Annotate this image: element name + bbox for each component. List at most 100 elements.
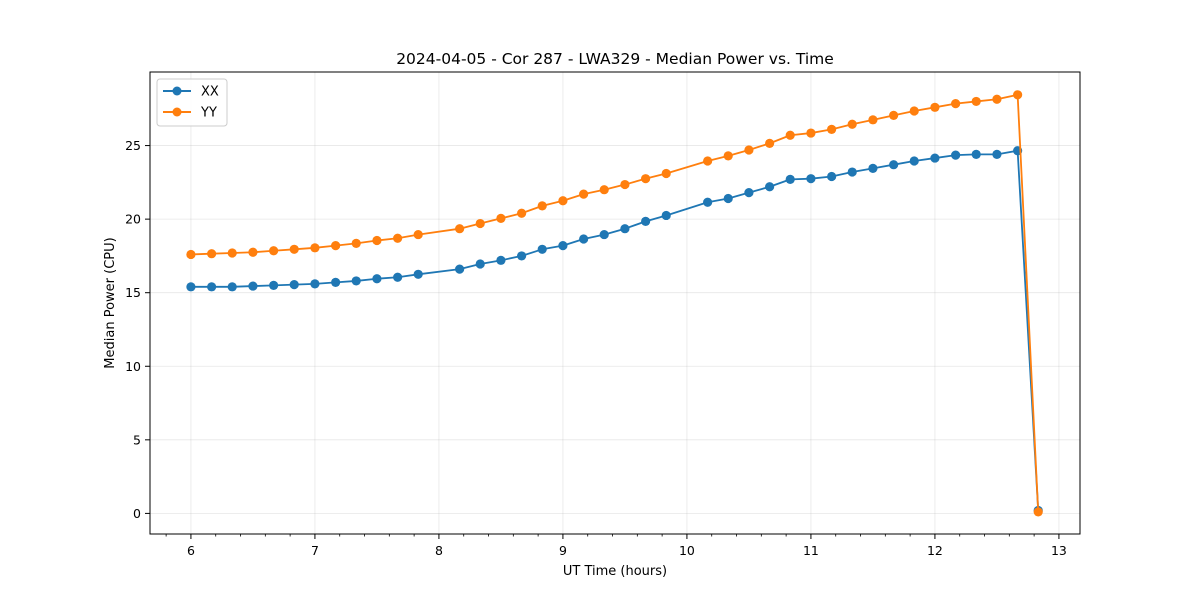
y-tick-label: 25 <box>125 138 141 153</box>
data-point-xx <box>248 281 258 291</box>
data-point-xx <box>971 149 981 159</box>
data-point-yy <box>785 130 795 140</box>
data-point-yy <box>930 102 940 112</box>
data-point-yy <box>620 179 630 190</box>
plot-frame <box>149 71 1081 535</box>
data-point-xx <box>393 272 403 282</box>
data-point-xx <box>703 197 713 207</box>
data-point-xx <box>289 280 299 290</box>
data-point-xx <box>558 241 568 251</box>
data-point-xx <box>351 276 361 286</box>
data-point-xx <box>227 282 237 292</box>
legend: XX YY <box>156 78 228 127</box>
data-point-yy <box>703 156 713 166</box>
data-point-yy <box>641 174 651 184</box>
data-point-yy <box>765 138 775 148</box>
data-point-xx <box>475 259 485 269</box>
data-point-yy <box>599 185 609 195</box>
data-point-xx <box>889 160 899 170</box>
x-tick-label: 6 <box>187 543 195 558</box>
data-point-yy <box>847 119 857 129</box>
data-point-yy <box>723 151 733 161</box>
series-line-yy <box>190 93 1040 512</box>
data-point-xx <box>537 244 547 254</box>
data-point-yy <box>661 168 671 179</box>
data-point-xx <box>517 251 527 261</box>
data-point-yy <box>951 99 961 109</box>
data-point-yy <box>455 224 465 234</box>
data-point-yy <box>971 96 981 107</box>
data-point-xx <box>207 282 217 292</box>
data-point-xx <box>930 153 940 163</box>
data-point-yy <box>496 213 506 223</box>
data-point-yy <box>331 241 341 251</box>
data-point-xx <box>186 282 196 292</box>
data-point-yy <box>868 115 878 125</box>
data-point-xx <box>269 280 279 290</box>
data-point-xx <box>620 224 630 234</box>
data-point-yy <box>372 235 382 246</box>
data-point-yy <box>248 247 258 257</box>
data-point-xx <box>723 193 733 204</box>
data-point-xx <box>785 174 795 185</box>
y-tick-label: 5 <box>133 432 141 447</box>
data-point-yy <box>579 189 589 199</box>
chart-title: 2024-04-05 - Cor 287 - LWA329 - Median P… <box>396 50 834 68</box>
data-point-xx <box>868 163 878 173</box>
data-point-xx <box>331 277 341 288</box>
y-axis-ticks: 0 5 10 15 20 25 <box>125 138 150 521</box>
data-point-xx <box>641 216 651 226</box>
data-point-yy <box>806 128 816 138</box>
data-point-yy <box>1013 90 1023 100</box>
x-tick-label: 12 <box>927 543 943 558</box>
data-point-xx <box>806 174 816 184</box>
data-point-xx <box>827 171 837 182</box>
data-point-xx <box>310 279 320 289</box>
data-point-yy <box>227 248 237 258</box>
y-tick-label: 10 <box>125 359 141 374</box>
data-point-yy <box>393 233 403 243</box>
x-tick-label: 11 <box>803 543 819 558</box>
data-point-yy <box>827 124 837 134</box>
data-point-yy <box>186 249 196 260</box>
series-line-xx <box>190 149 1040 511</box>
data-point-xx <box>413 269 423 279</box>
data-point-yy <box>537 201 547 211</box>
data-point-xx <box>599 229 609 240</box>
data-point-xx <box>909 156 919 166</box>
data-point-xx <box>951 150 961 160</box>
y-tick-label: 15 <box>125 285 141 300</box>
data-point-yy <box>909 106 919 116</box>
data-point-xx <box>579 234 589 244</box>
data-point-xx <box>455 264 465 274</box>
x-axis-ticks: 6 7 8 9 10 11 12 13 <box>165 534 1067 558</box>
x-tick-label: 9 <box>559 543 567 558</box>
data-point-yy <box>558 196 568 206</box>
x-tick-label: 10 <box>679 543 695 558</box>
data-point-yy <box>269 246 279 256</box>
data-point-xx <box>847 167 857 177</box>
data-point-yy <box>889 110 899 121</box>
y-axis-label: Median Power (CPU) <box>103 237 118 368</box>
grid-layer <box>150 72 1080 534</box>
series-layer <box>186 90 1043 517</box>
x-axis-label: UT Time (hours) <box>563 564 667 579</box>
data-point-yy <box>310 243 320 253</box>
y-tick-label: 20 <box>125 212 141 227</box>
legend-xx-label: XX <box>201 85 219 100</box>
x-tick-label: 7 <box>311 543 319 558</box>
data-point-yy <box>289 244 299 254</box>
y-tick-label: 0 <box>133 506 141 521</box>
data-point-yy <box>517 208 527 218</box>
data-point-yy <box>1033 507 1043 517</box>
data-point-xx <box>765 182 775 192</box>
data-point-yy <box>207 249 217 259</box>
data-point-xx <box>496 255 506 265</box>
data-point-yy <box>475 218 485 229</box>
data-point-yy <box>992 94 1002 104</box>
data-point-xx <box>992 149 1002 159</box>
x-tick-label: 13 <box>1051 543 1067 558</box>
legend-yy-label: YY <box>200 106 217 121</box>
legend-yy-marker <box>172 107 182 117</box>
